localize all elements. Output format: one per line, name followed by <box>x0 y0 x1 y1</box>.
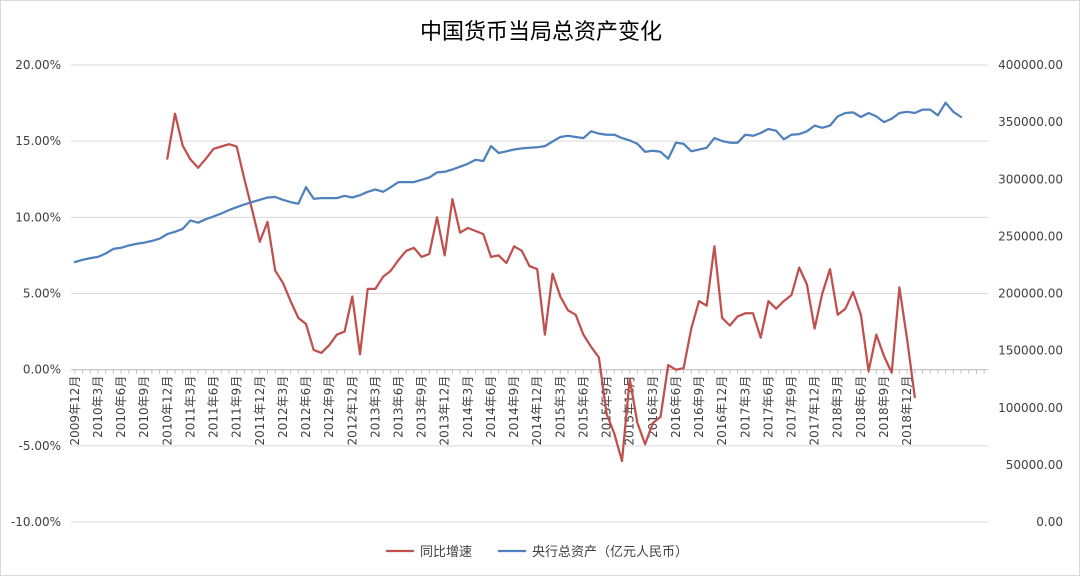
y-left-tick-label: 0.00% <box>23 363 61 377</box>
x-tick-label: 2010年9月 <box>137 376 151 438</box>
legend-label: 央行总资产（亿元人民币） <box>532 545 688 560</box>
y-right-tick-label: 100000.00 <box>998 401 1063 415</box>
y-axis-left: -10.00% -5.00% 0.00% 5.00% 10.00% 15.00% 20.00… <box>11 58 61 529</box>
x-tick-label: 2017年6月 <box>761 376 775 438</box>
x-tick-label: 2014年12月 <box>530 376 544 446</box>
y-right-tick-label: 300000.00 <box>998 172 1063 186</box>
x-tick-label: 2018年3月 <box>831 376 845 438</box>
y-axis-right: 0.00 50000.00 100000.00 150000.00 200000.00 2… <box>998 58 1063 529</box>
x-tick-label: 2017年9月 <box>785 376 799 438</box>
x-tick-label: 2015年6月 <box>576 376 590 438</box>
x-tick-label: 2013年9月 <box>415 376 429 438</box>
x-tick-label: 2011年12月 <box>253 376 267 446</box>
y-right-tick-label: 400000.00 <box>998 58 1063 72</box>
x-tick-label: 2017年3月 <box>738 376 752 438</box>
x-tick-label: 2013年12月 <box>438 376 452 446</box>
x-tick-label: 2016年3月 <box>646 376 660 438</box>
x-tick-label: 2016年9月 <box>692 376 706 438</box>
x-tick-label: 2011年3月 <box>183 376 197 438</box>
y-right-tick-label: 50000.00 <box>1006 458 1063 472</box>
x-axis: 2009年12月 2010年3月 2010年6月 2010年9月 2010年12月 201… <box>68 369 988 446</box>
x-tick-label: 2014年6月 <box>484 376 498 438</box>
y-left-tick-label: -5.00% <box>19 439 61 453</box>
x-tick-label: 2016年12月 <box>715 376 729 446</box>
x-tick-label: 2013年3月 <box>368 376 382 438</box>
y-right-tick-label: 150000.00 <box>998 344 1063 358</box>
x-tick-label: 2010年3月 <box>91 376 105 438</box>
y-left-tick-label: 20.00% <box>15 58 61 72</box>
legend-label: 同比增速 <box>420 545 472 560</box>
x-tick-label: 2018年12月 <box>900 376 914 446</box>
x-tick-label: 2010年12月 <box>160 376 174 446</box>
x-tick-label: 2014年3月 <box>461 376 475 438</box>
y-right-tick-label: 350000.00 <box>998 115 1063 129</box>
x-tick-label: 2013年6月 <box>392 376 406 438</box>
y-right-tick-label: 200000.00 <box>998 287 1063 301</box>
x-tick-label: 2012年12月 <box>345 376 359 446</box>
x-tick-label: 2009年12月 <box>68 376 82 446</box>
x-tick-label: 2012年6月 <box>299 376 313 438</box>
x-tick-label: 2017年12月 <box>808 376 822 446</box>
y-left-tick-label: -10.00% <box>11 515 61 529</box>
x-tick-label: 2010年6月 <box>114 376 128 438</box>
y-left-tick-label: 15.00% <box>15 134 61 148</box>
series-line-1 <box>166 112 916 463</box>
x-tick-label: 2018年9月 <box>877 376 891 438</box>
y-right-tick-label: 250000.00 <box>998 229 1063 243</box>
x-tick-label: 2012年3月 <box>276 376 290 438</box>
x-tick-label: 2011年6月 <box>207 376 221 438</box>
y-left-tick-label: 5.00% <box>23 287 61 301</box>
x-tick-label: 2011年9月 <box>230 376 244 438</box>
x-tick-label: 2014年9月 <box>507 376 521 438</box>
x-tick-label: 2016年6月 <box>669 376 683 438</box>
x-tick-label: 2018年6月 <box>854 376 868 438</box>
y-right-tick-label: 0.00 <box>1036 515 1063 529</box>
legend: 同比增速 央行总资产（亿元人民币） <box>386 545 688 560</box>
series-layer <box>73 101 963 463</box>
chart-title: 中国货币当局总资产变化 <box>420 20 662 45</box>
grid-lines <box>71 64 988 523</box>
series-line-2 <box>73 101 963 264</box>
x-tick-label: 2015年3月 <box>553 376 567 438</box>
y-left-tick-label: 10.00% <box>15 210 61 224</box>
x-tick-label: 2012年9月 <box>322 376 336 438</box>
